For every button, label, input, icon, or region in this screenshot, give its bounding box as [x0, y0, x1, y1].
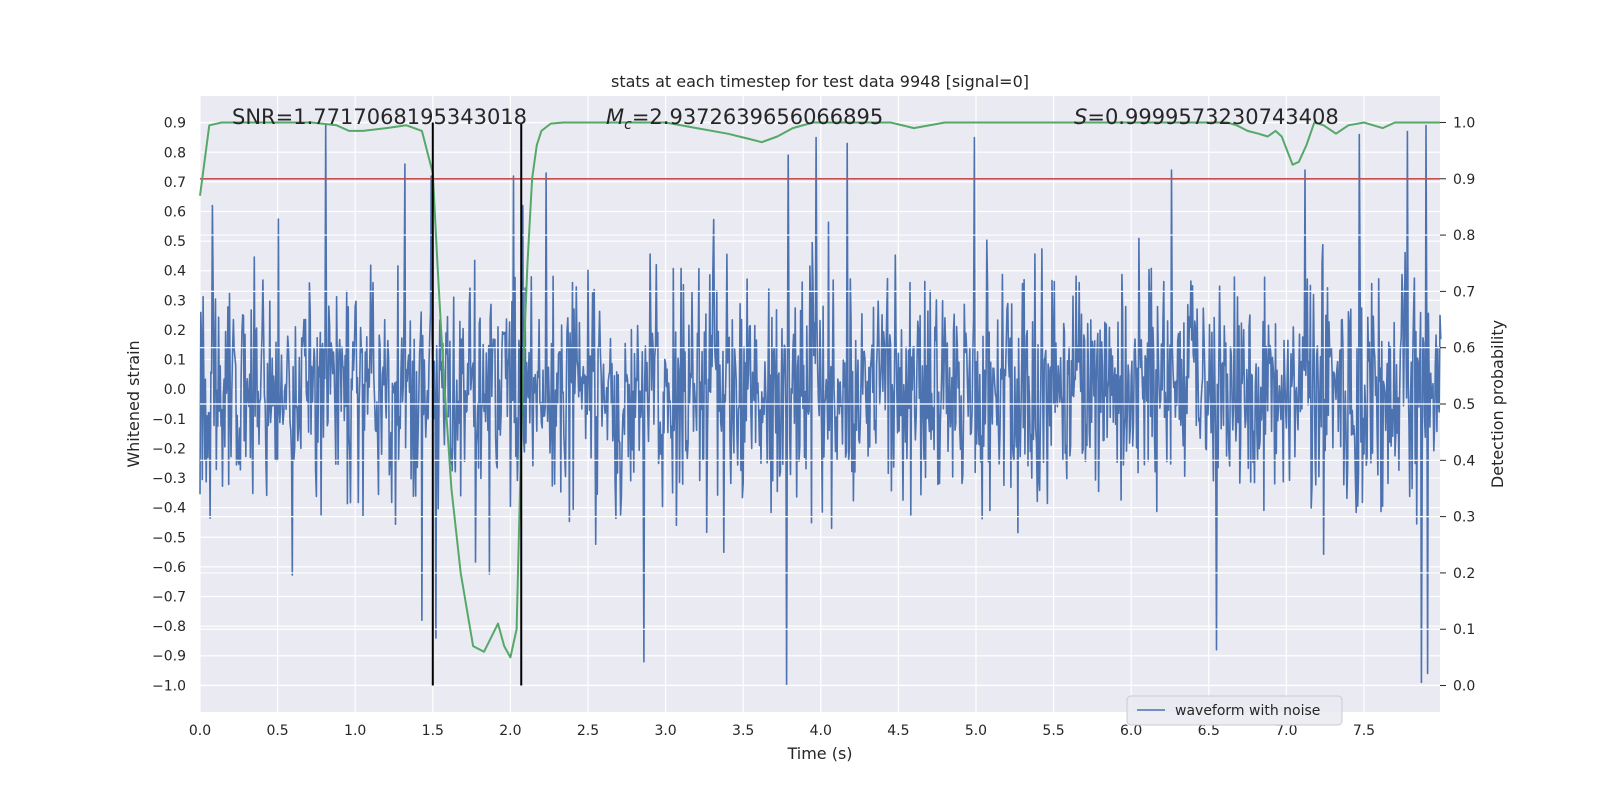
y-tick-label: 0.0 [164, 382, 186, 398]
y2-tick-label: 0.1 [1453, 622, 1475, 638]
y2-tick-label: 0.9 [1453, 172, 1475, 188]
x-tick-label: 1.5 [422, 723, 444, 739]
y2-tick-label: 0.7 [1453, 284, 1475, 300]
y-tick-label: −0.4 [152, 501, 186, 517]
legend-label: waveform with noise [1175, 703, 1320, 719]
y-tick-label: −0.6 [152, 560, 186, 576]
y-tick-label: −0.8 [152, 619, 186, 635]
y-tick-label: −0.2 [152, 441, 186, 457]
y-tick-label: 0.2 [164, 323, 186, 339]
x-tick-label: 4.5 [887, 723, 909, 739]
y2-tick-label: 1.0 [1453, 115, 1475, 131]
y-tick-label: 0.8 [164, 145, 186, 161]
x-tick-label: 3.5 [732, 723, 754, 739]
x-tick-label: 7.5 [1353, 723, 1375, 739]
y-tick-label: −0.3 [152, 471, 186, 487]
legend: waveform with noise [1127, 696, 1342, 725]
s-value: =0.9999573230743408 [1087, 105, 1338, 129]
y-tick-label: 0.1 [164, 353, 186, 369]
left-y-tick-labels: 0.9 0.8 0.7 0.6 0.5 0.4 0.3 0.2 0.1 0.0 −0.1 −0.2 −0… [152, 116, 186, 695]
x-axis-label: Time (s) [786, 744, 852, 763]
x-tick-label: 2.0 [499, 723, 521, 739]
chirp-mass-value: =2.9372639656066895 [632, 105, 883, 129]
y2-tick-label: 0.4 [1453, 453, 1475, 469]
y-tick-label: −0.7 [152, 590, 186, 606]
left-y-axis-label: Whitened strain [124, 340, 143, 467]
y-tick-label: 0.9 [164, 116, 186, 132]
y2-tick-label: 0.5 [1453, 397, 1475, 413]
x-tick-label: 0.0 [189, 723, 211, 739]
y-tick-label: 0.5 [164, 234, 186, 250]
y-tick-label: −0.5 [152, 530, 186, 546]
chirp-mass-annotation: Mc=2.9372639656066895 [606, 105, 883, 133]
y2-tick-label: 0.2 [1453, 566, 1475, 582]
x-tick-label: 4.0 [810, 723, 832, 739]
x-tick-label: 2.5 [577, 723, 599, 739]
x-tick-label: 5.5 [1042, 723, 1064, 739]
x-tick-label: 5.0 [965, 723, 987, 739]
y-tick-label: 0.7 [164, 175, 186, 191]
right-y-axis-label: Detection probability [1488, 320, 1507, 488]
y-tick-label: −0.9 [152, 649, 186, 665]
y2-tick-label: 0.6 [1453, 341, 1475, 357]
snr-annotation: SNR=1.7717068195343018 [232, 105, 527, 129]
chart-canvas: 0.0 0.5 1.0 1.5 2.0 2.5 3.0 3.5 4.0 4.5 5.0 5.5 6.0 6… [0, 0, 1600, 800]
s-symbol: S [1074, 105, 1087, 129]
x-tick-label: 0.5 [266, 723, 288, 739]
right-y-tick-labels: 1.0 0.9 0.8 0.7 0.6 0.5 0.4 0.3 0.2 0.1 0.0 [1440, 115, 1475, 694]
x-tick-label: 1.0 [344, 723, 366, 739]
y-tick-label: −0.1 [152, 412, 186, 428]
y2-tick-label: 0.0 [1453, 679, 1475, 695]
y-tick-label: 0.3 [164, 293, 186, 309]
chirp-mass-symbol: M [606, 105, 624, 129]
x-tick-label: 3.0 [654, 723, 676, 739]
y2-tick-label: 0.8 [1453, 228, 1475, 244]
y-tick-label: −1.0 [152, 678, 186, 694]
y-tick-label: 0.6 [164, 205, 186, 221]
y2-tick-label: 0.3 [1453, 510, 1475, 526]
chart-title: stats at each timestep for test data 994… [611, 72, 1029, 91]
s-annotation: S=0.9999573230743408 [1074, 105, 1339, 129]
y-tick-label: 0.4 [164, 264, 186, 280]
